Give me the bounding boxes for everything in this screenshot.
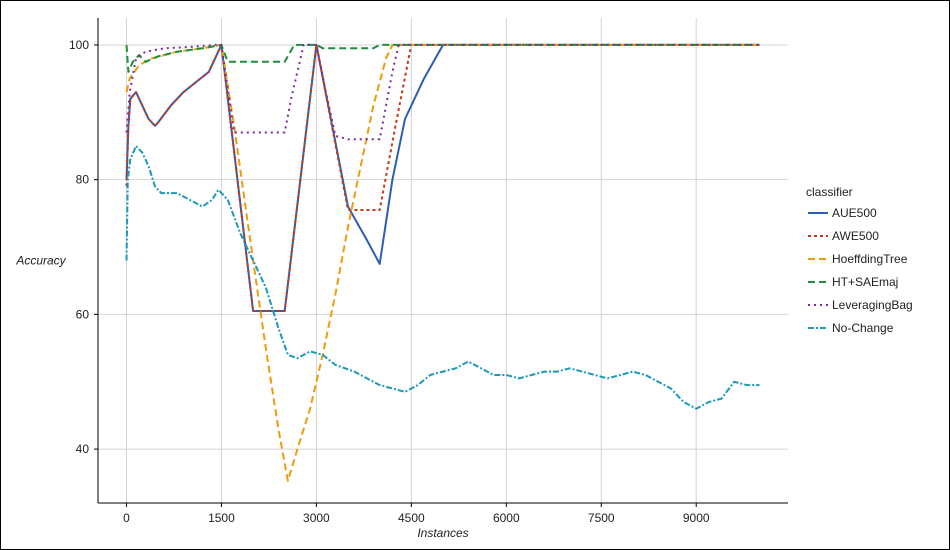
x-tick-label: 9000 bbox=[683, 511, 710, 525]
legend-label: AUE500 bbox=[832, 206, 877, 220]
x-tick-label: 6000 bbox=[493, 511, 520, 525]
legend-label: No-Change bbox=[832, 321, 894, 335]
axes bbox=[97, 18, 788, 504]
legend-label: LeveragingBag bbox=[832, 298, 913, 312]
legend-title: classifier bbox=[806, 185, 853, 199]
y-tick-label: 40 bbox=[76, 442, 90, 456]
y-tick-label: 100 bbox=[69, 38, 89, 52]
legend-items: AUE500 AWE500 HoeffdingTree HT+SAEmaj Levera… bbox=[808, 206, 913, 335]
series-line-no-change bbox=[125, 145, 760, 410]
legend: classifier AUE500 AWE500 HoeffdingTree HT+S… bbox=[806, 185, 913, 335]
y-tick-label: 60 bbox=[76, 307, 90, 321]
series-line-leveragingbag bbox=[125, 43, 760, 141]
y-tick-label: 80 bbox=[76, 173, 90, 187]
grid bbox=[98, 18, 788, 503]
x-tick-labels: 0 1500 3000 4500 6000 7500 9000 bbox=[123, 503, 710, 525]
y-axis-title: Accuracy bbox=[15, 254, 66, 268]
x-tick-label: 3000 bbox=[303, 511, 330, 525]
x-tick-label: 7500 bbox=[588, 511, 615, 525]
series-lines bbox=[125, 43, 760, 482]
legend-label: HT+SAEmaj bbox=[832, 275, 898, 289]
x-axis-title: Instances bbox=[417, 526, 468, 540]
x-tick-label: 0 bbox=[123, 511, 130, 525]
series-line-hoeffdingtree bbox=[125, 43, 760, 482]
legend-label: AWE500 bbox=[832, 229, 879, 243]
legend-label: HoeffdingTree bbox=[832, 252, 908, 266]
x-tick-label: 4500 bbox=[398, 511, 425, 525]
series-line-ht-saemaj bbox=[125, 43, 760, 73]
y-tick-labels: 40 60 80 100 bbox=[69, 38, 98, 456]
x-tick-label: 1500 bbox=[208, 511, 235, 525]
